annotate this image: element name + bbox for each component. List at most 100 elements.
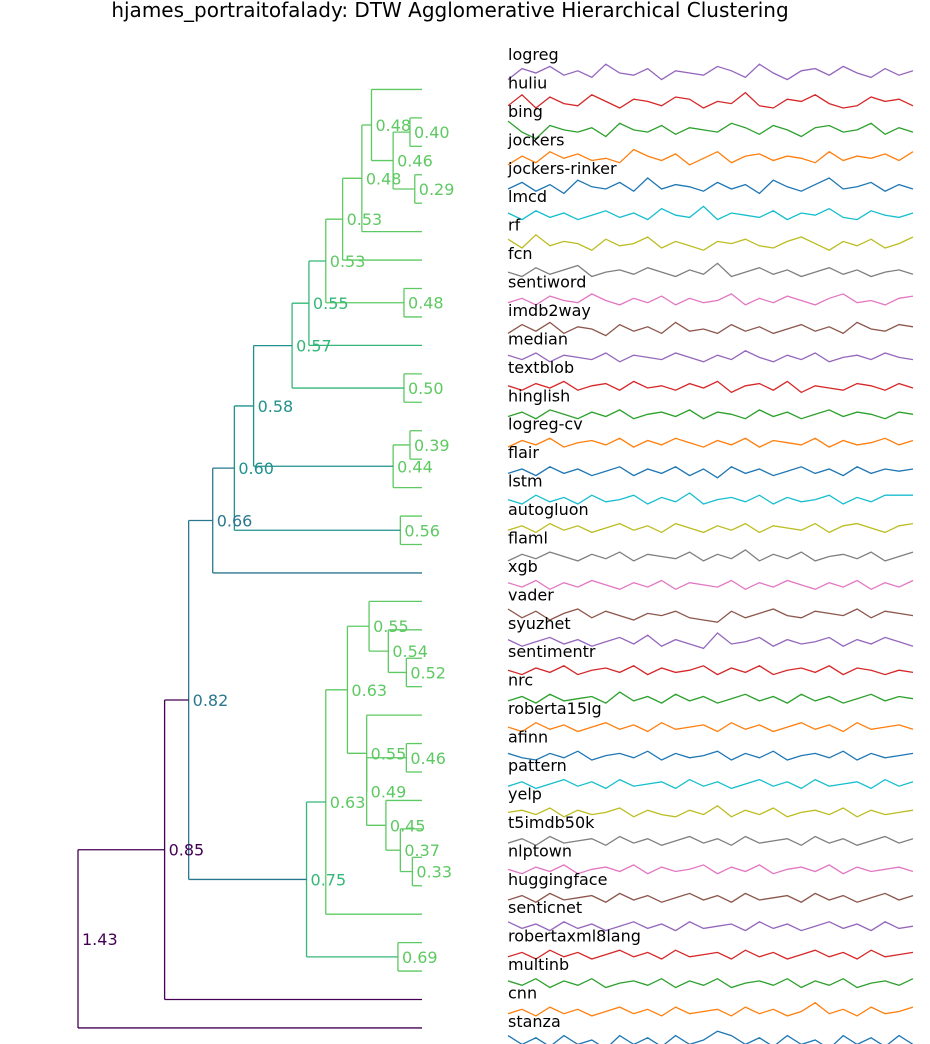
leaf-label: logreg bbox=[508, 45, 559, 64]
merge-height-label: 0.55 bbox=[371, 744, 407, 763]
dendrogram-tree: 0.400.290.460.480.480.530.480.530.550.50… bbox=[77, 88, 455, 1029]
leaf-label: stanza bbox=[508, 1012, 561, 1031]
leaf-label: pattern bbox=[508, 756, 567, 775]
leaf-label: autogluon bbox=[508, 500, 589, 519]
merge-height-label: 0.58 bbox=[258, 397, 294, 416]
leaf-series-panel: logreg huliu bing jockers jockers-rinker lmcd… bbox=[507, 45, 914, 1044]
merge-height-label: 0.49 bbox=[371, 783, 407, 802]
leaf-label: vader bbox=[508, 585, 554, 604]
merge-height-label: 0.55 bbox=[313, 294, 349, 313]
series-line bbox=[507, 864, 914, 875]
series-line bbox=[507, 778, 914, 790]
merge-height-label: 0.37 bbox=[404, 841, 440, 860]
leaf-label: hinglish bbox=[508, 386, 570, 405]
leaf-label: robertaxml8lang bbox=[508, 927, 641, 946]
leaf-label: syuzhet bbox=[508, 614, 571, 633]
series-line bbox=[507, 977, 914, 989]
merge-height-label: 0.82 bbox=[193, 691, 229, 710]
leaf-label: t5imdb50k bbox=[508, 813, 595, 832]
leaf-label: logreg-cv bbox=[508, 415, 583, 434]
series-line bbox=[507, 1001, 914, 1017]
series-line bbox=[507, 921, 914, 932]
merge-height-label: 0.57 bbox=[296, 337, 332, 356]
leaf-label: roberta15lg bbox=[508, 699, 602, 718]
leaf-label: multinb bbox=[508, 955, 569, 974]
series-line bbox=[507, 721, 914, 733]
series-line bbox=[507, 91, 914, 109]
series-line bbox=[507, 892, 914, 903]
merge-height-label: 0.46 bbox=[397, 152, 433, 171]
merge-height-label: 0.75 bbox=[311, 870, 347, 889]
leaf-label: flaml bbox=[508, 528, 548, 547]
merge-height-label: 0.48 bbox=[408, 294, 444, 313]
leaf-label: yelp bbox=[508, 784, 542, 803]
series-line bbox=[507, 233, 914, 251]
leaf-label: imdb2way bbox=[508, 301, 591, 320]
merge-height-label: 0.53 bbox=[330, 252, 366, 271]
leaf-label: afinn bbox=[508, 728, 548, 747]
series-line bbox=[507, 835, 914, 847]
merge-height-label: 0.69 bbox=[402, 948, 438, 967]
merge-height-label: 0.53 bbox=[347, 210, 383, 229]
leaf-label: bing bbox=[508, 102, 543, 121]
leaf-label: flair bbox=[508, 443, 539, 462]
leaf-label: cnn bbox=[508, 984, 537, 1003]
leaf-label: lstm bbox=[508, 472, 543, 491]
series-line bbox=[507, 205, 914, 221]
leaf-label: sentiword bbox=[508, 273, 586, 292]
leaf-label: xgb bbox=[508, 557, 538, 576]
leaf-label: jockers bbox=[507, 130, 564, 149]
leaf-label: jockers-rinker bbox=[507, 159, 617, 178]
chart-title: hjames_portraitofalady: DTW Agglomerativ… bbox=[111, 0, 789, 22]
leaf-label: huggingface bbox=[508, 870, 607, 889]
merge-height-label: 0.45 bbox=[390, 816, 426, 835]
series-line bbox=[507, 466, 914, 479]
merge-height-label: 0.29 bbox=[419, 180, 455, 199]
series-line bbox=[507, 549, 914, 562]
merge-height-label: 0.60 bbox=[238, 459, 274, 478]
leaf-label: sentimentr bbox=[508, 642, 596, 661]
merge-height-label: 0.46 bbox=[410, 749, 446, 768]
series-line bbox=[507, 262, 914, 278]
merge-height-label: 0.50 bbox=[408, 379, 444, 398]
series-line bbox=[507, 632, 914, 650]
series-line bbox=[507, 293, 914, 306]
leaf-label: nrc bbox=[508, 671, 533, 690]
merge-height-label: 0.39 bbox=[414, 436, 450, 455]
series-line bbox=[507, 350, 914, 363]
merge-height-label: 0.40 bbox=[414, 123, 450, 142]
series-line bbox=[507, 750, 914, 761]
leaf-label: rf bbox=[508, 216, 521, 235]
series-line bbox=[507, 63, 914, 81]
series-line bbox=[507, 492, 913, 505]
leaf-label: fcn bbox=[508, 244, 533, 263]
series-line bbox=[507, 437, 914, 448]
merge-height-label: 0.52 bbox=[410, 663, 446, 682]
leaf-label: nlptown bbox=[508, 841, 572, 860]
merge-height-label: 0.66 bbox=[217, 512, 253, 531]
series-line bbox=[507, 1030, 914, 1044]
merge-height-label: 0.54 bbox=[392, 642, 428, 661]
leaf-label: textblob bbox=[508, 358, 574, 377]
leaf-label: senticnet bbox=[508, 898, 582, 917]
series-line bbox=[507, 665, 914, 676]
series-line bbox=[507, 522, 914, 534]
series-line bbox=[507, 949, 914, 960]
merge-height-label: 0.63 bbox=[330, 793, 366, 812]
merge-height-label: 0.33 bbox=[416, 863, 452, 882]
leaf-label: lmcd bbox=[508, 187, 547, 206]
series-line bbox=[507, 380, 914, 394]
merge-height-label: 0.55 bbox=[373, 617, 409, 636]
leaf-label: median bbox=[508, 329, 568, 348]
merge-height-label: 0.48 bbox=[366, 169, 402, 188]
leaf-label: huliu bbox=[508, 73, 547, 92]
merge-height-label: 0.56 bbox=[404, 521, 440, 540]
merge-height-label: 0.63 bbox=[351, 681, 387, 700]
series-line bbox=[507, 148, 914, 166]
merge-height-label: 1.43 bbox=[82, 930, 118, 949]
series-line bbox=[507, 691, 914, 704]
series-line bbox=[507, 608, 914, 623]
series-line bbox=[507, 177, 914, 195]
series-line bbox=[507, 579, 914, 591]
